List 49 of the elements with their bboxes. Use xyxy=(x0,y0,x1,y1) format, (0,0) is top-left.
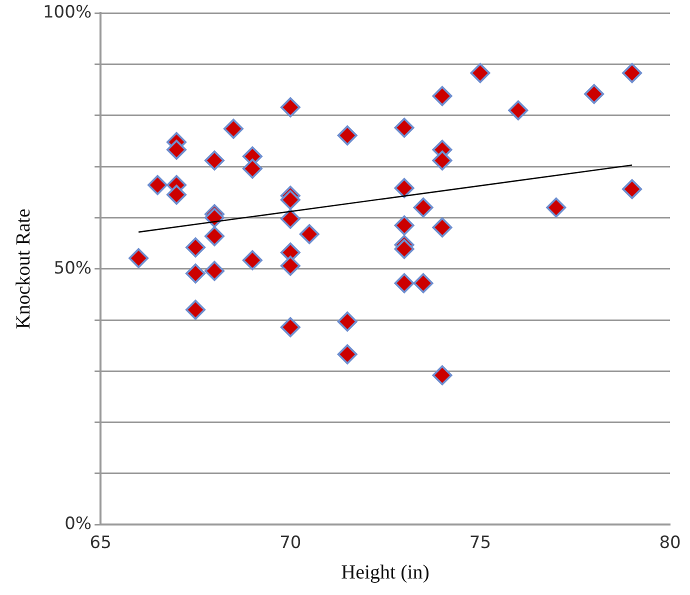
point xyxy=(186,264,206,284)
point xyxy=(204,260,224,281)
point xyxy=(394,178,414,198)
point xyxy=(166,140,187,160)
y-tick-label: 100% xyxy=(42,2,92,23)
point xyxy=(128,248,149,268)
point xyxy=(148,175,168,196)
point xyxy=(337,125,358,146)
x-axis-title: Height (in) xyxy=(341,561,430,584)
point xyxy=(280,317,300,338)
point xyxy=(432,217,452,238)
point xyxy=(204,226,224,246)
y-axis-title: Knockout Rate xyxy=(12,208,34,330)
x-tick-label: 80 xyxy=(659,533,681,554)
x-tick-label: 65 xyxy=(90,533,112,554)
point xyxy=(280,256,300,276)
point xyxy=(186,237,206,258)
point xyxy=(299,224,320,244)
point xyxy=(432,365,452,386)
y-tick-label: 0% xyxy=(64,514,92,534)
x-tick-label: 75 xyxy=(469,533,492,554)
point xyxy=(223,118,244,139)
point xyxy=(166,184,187,205)
point xyxy=(432,86,452,106)
point xyxy=(622,179,642,200)
point xyxy=(546,198,566,218)
point xyxy=(280,97,300,118)
point xyxy=(470,63,490,84)
point xyxy=(280,190,300,210)
point xyxy=(394,238,414,259)
point xyxy=(622,63,642,84)
point xyxy=(432,150,452,170)
x-tick-label: 70 xyxy=(280,533,302,554)
point xyxy=(413,198,434,218)
point xyxy=(394,118,414,138)
point xyxy=(337,344,358,364)
point xyxy=(242,250,262,270)
point xyxy=(508,100,528,120)
point xyxy=(337,312,358,332)
point xyxy=(280,208,300,229)
point xyxy=(204,150,224,170)
point xyxy=(394,273,414,294)
y-tick-label: 50% xyxy=(54,258,92,278)
point xyxy=(242,158,262,179)
point xyxy=(413,273,434,294)
point xyxy=(394,215,414,236)
point xyxy=(584,84,604,104)
point xyxy=(204,208,224,228)
point xyxy=(186,300,206,320)
